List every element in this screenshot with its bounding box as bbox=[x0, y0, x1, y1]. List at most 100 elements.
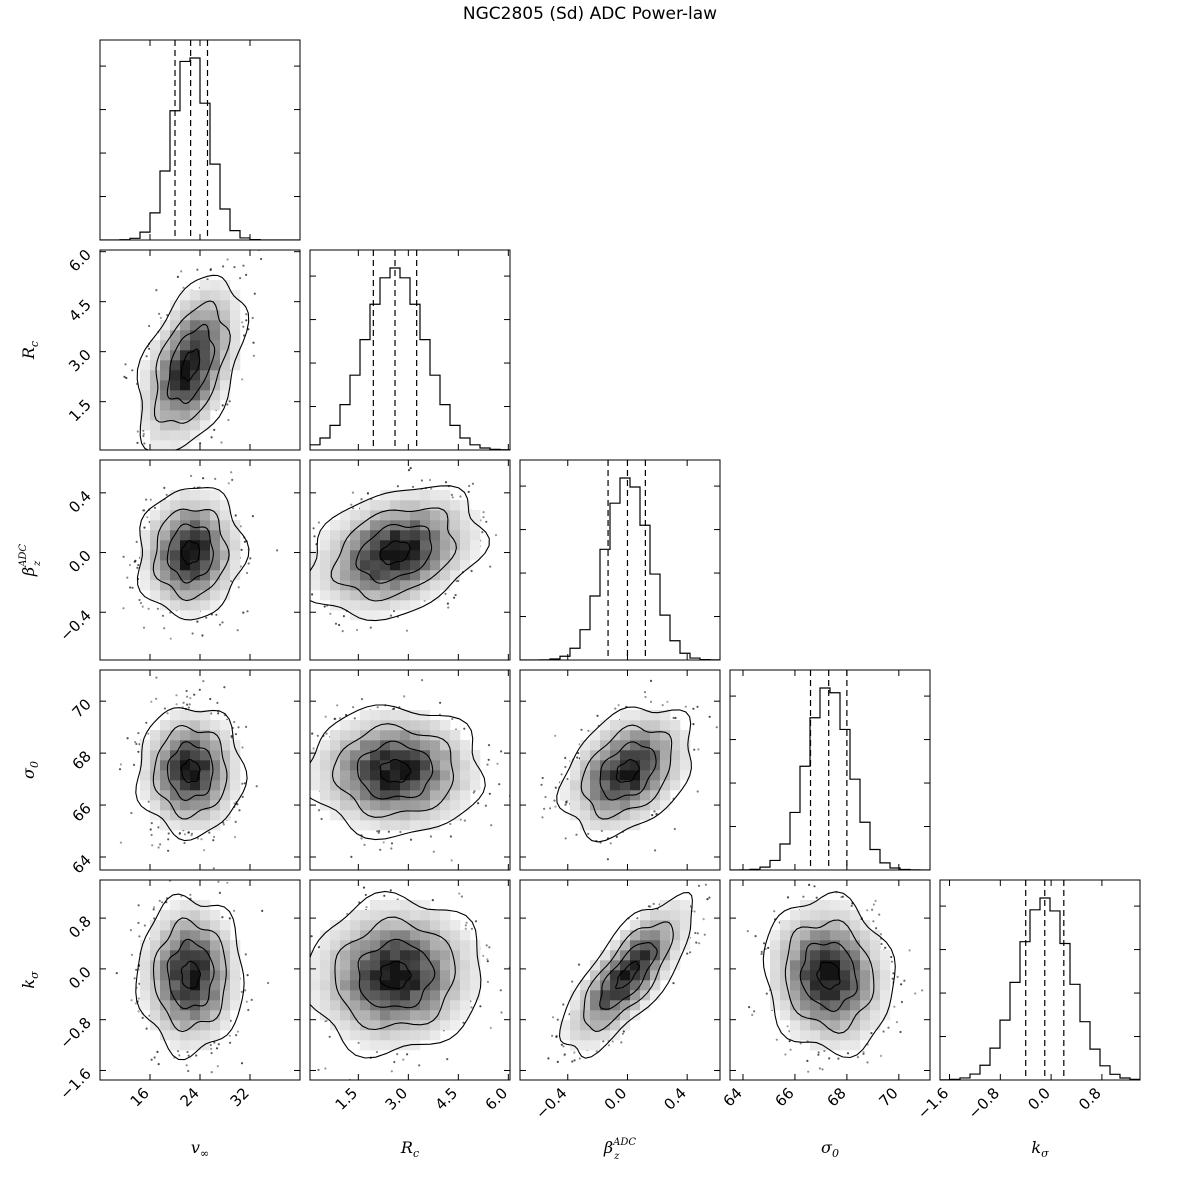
contour-beta-ksigma-2 bbox=[599, 942, 658, 1010]
panel-sigma0-vinf: 64 66 68 70 bbox=[69, 669, 301, 877]
contour-Rc-beta-0 bbox=[310, 485, 490, 622]
x-tick-label-ksigma-3: 0.8 bbox=[1075, 1084, 1105, 1114]
x-tick-label-beta-0: −0.4 bbox=[532, 1084, 570, 1122]
y-tick-label-Rc-2: 4.5 bbox=[65, 296, 95, 326]
contour-Rc-ksigma-0 bbox=[310, 890, 482, 1059]
y-tick-label-Rc-0: 1.5 bbox=[65, 396, 95, 426]
x-tick-label-ksigma-1: −0.8 bbox=[965, 1084, 1003, 1122]
x-tick-label-sigma0-0: 64 bbox=[720, 1084, 746, 1110]
contour-beta-sigma0-3 bbox=[615, 759, 640, 783]
histogram-Rc bbox=[310, 267, 510, 450]
chart-title: NGC2805 (Sd) ADC Power-law bbox=[462, 4, 718, 24]
contour-beta-sigma0-1 bbox=[580, 724, 673, 820]
panel-vinf-vinf bbox=[99, 39, 301, 241]
y-tick-label-ksigma-1: −0.8 bbox=[56, 1014, 94, 1052]
contour-vinf-Rc-2 bbox=[166, 323, 216, 405]
contour-vinf-ksigma-2 bbox=[166, 938, 215, 1010]
panel-sigma0-Rc bbox=[309, 669, 511, 871]
x-tick-label-beta-2: 0.4 bbox=[660, 1084, 690, 1114]
contour-Rc-sigma0-1 bbox=[331, 723, 455, 818]
contour-Rc-beta-2 bbox=[355, 523, 433, 584]
contour-beta-ksigma-0 bbox=[558, 892, 693, 1059]
contour-Rc-ksigma-1 bbox=[334, 916, 456, 1031]
panel-frame bbox=[729, 879, 931, 1081]
contour-sigma0-ksigma-0 bbox=[762, 891, 896, 1059]
panel-frame bbox=[519, 879, 721, 1081]
contour-sigma0-ksigma-2 bbox=[799, 941, 858, 1012]
x-axis-label-beta: βADC z bbox=[603, 1137, 636, 1162]
contour-beta-sigma0-2 bbox=[599, 741, 657, 801]
contour-vinf-ksigma-1 bbox=[152, 917, 227, 1033]
panel-Rc-Rc bbox=[309, 249, 511, 451]
panel-ksigma-vinf: 16 24 32 −1.6 −0.8 0.0 0.8 bbox=[56, 879, 301, 1110]
contour-sigma0-ksigma-3 bbox=[816, 961, 841, 990]
x-tick-label-sigma0-3: 70 bbox=[875, 1084, 901, 1110]
panel-ksigma-sigma0: 64 66 68 70 bbox=[720, 879, 931, 1110]
x-tick-label-vinf-2: 32 bbox=[227, 1084, 253, 1110]
contour-Rc-sigma0-3 bbox=[379, 758, 412, 783]
x-tick-label-Rc-2: 4.5 bbox=[432, 1084, 462, 1114]
contour-vinf-sigma0-3 bbox=[180, 758, 201, 783]
y-tick-label-sigma0-1: 66 bbox=[69, 799, 95, 825]
histogram-beta bbox=[520, 477, 720, 660]
panel-frame bbox=[519, 459, 721, 661]
y-tick-label-ksigma-2: 0.0 bbox=[65, 963, 95, 993]
panel-frame bbox=[729, 669, 931, 871]
panel-frame bbox=[309, 459, 511, 661]
panel-beta-vinf: −0.4 0.0 0.4 bbox=[56, 459, 301, 661]
contour-vinf-sigma0-0 bbox=[135, 707, 248, 842]
panel-beta-beta bbox=[519, 459, 721, 661]
contour-Rc-beta-1 bbox=[330, 507, 457, 602]
contour-Rc-ksigma-2 bbox=[357, 938, 436, 1009]
contour-beta-ksigma-3 bbox=[615, 960, 640, 990]
histogram-sigma0 bbox=[730, 687, 930, 870]
y-tick-label-beta-1: 0.0 bbox=[65, 547, 95, 577]
contour-vinf-beta-1 bbox=[152, 508, 230, 602]
contour-sigma0-ksigma-1 bbox=[784, 919, 875, 1034]
y-axis-label-beta: βADC z bbox=[18, 544, 43, 577]
panel-frame bbox=[939, 879, 1141, 1081]
panel-frame bbox=[309, 879, 511, 1081]
y-tick-label-Rc-1: 3.0 bbox=[65, 346, 95, 376]
panel-beta-Rc bbox=[309, 459, 511, 661]
x-tick-label-vinf-1: 24 bbox=[177, 1084, 203, 1110]
panel-frame bbox=[519, 669, 721, 871]
x-axis-label-vinf: v∞ bbox=[191, 1138, 209, 1160]
contour-vinf-sigma0-1 bbox=[152, 724, 228, 820]
contour-vinf-Rc-0 bbox=[136, 274, 250, 450]
contour-vinf-beta-0 bbox=[136, 487, 250, 621]
y-axis-label-ksigma: kσ bbox=[19, 971, 41, 989]
contour-vinf-sigma0-2 bbox=[166, 741, 214, 802]
y-tick-label-ksigma-0: −1.6 bbox=[56, 1065, 94, 1103]
panel-sigma0-sigma0 bbox=[729, 669, 931, 871]
contour-Rc-beta-3 bbox=[379, 540, 411, 566]
contour-beta-sigma0-0 bbox=[556, 706, 692, 843]
contour-beta-ksigma-1 bbox=[583, 921, 674, 1032]
y-tick-label-ksigma-3: 0.8 bbox=[65, 912, 95, 942]
x-axis-label-Rc: Rc bbox=[400, 1138, 419, 1160]
y-tick-label-beta-2: 0.4 bbox=[65, 487, 95, 517]
panel-Rc-vinf: 1.5 3.0 4.5 6.0 bbox=[65, 246, 301, 451]
x-tick-label-vinf-0: 16 bbox=[127, 1084, 153, 1110]
y-axis-label-sigma0: σ0 bbox=[19, 761, 41, 779]
panel-sigma0-beta bbox=[519, 669, 721, 871]
contour-vinf-ksigma-0 bbox=[135, 893, 245, 1061]
histogram-vinf bbox=[100, 57, 300, 240]
contour-Rc-ksigma-3 bbox=[379, 960, 412, 990]
x-axis-label-sigma0: σ0 bbox=[821, 1138, 839, 1160]
x-tick-label-ksigma-2: 0.0 bbox=[1024, 1084, 1054, 1114]
y-tick-label-sigma0-0: 64 bbox=[69, 851, 95, 877]
y-tick-label-sigma0-2: 68 bbox=[69, 747, 95, 773]
x-tick-label-ksigma-0: −1.6 bbox=[914, 1084, 952, 1122]
y-axis-label-Rc: Rc bbox=[19, 341, 41, 360]
x-tick-label-beta-1: 0.0 bbox=[601, 1084, 631, 1114]
x-tick-label-Rc-0: 1.5 bbox=[332, 1084, 362, 1114]
panel-ksigma-Rc: 1.5 3.0 4.5 6.0 bbox=[309, 879, 512, 1114]
y-tick-label-sigma0-3: 70 bbox=[69, 695, 95, 721]
x-tick-label-Rc-3: 6.0 bbox=[482, 1084, 512, 1114]
x-tick-label-sigma0-1: 66 bbox=[772, 1084, 798, 1110]
contour-vinf-Rc-3 bbox=[180, 348, 201, 382]
x-tick-label-sigma0-2: 68 bbox=[823, 1084, 849, 1110]
contour-Rc-sigma0-0 bbox=[310, 704, 486, 841]
